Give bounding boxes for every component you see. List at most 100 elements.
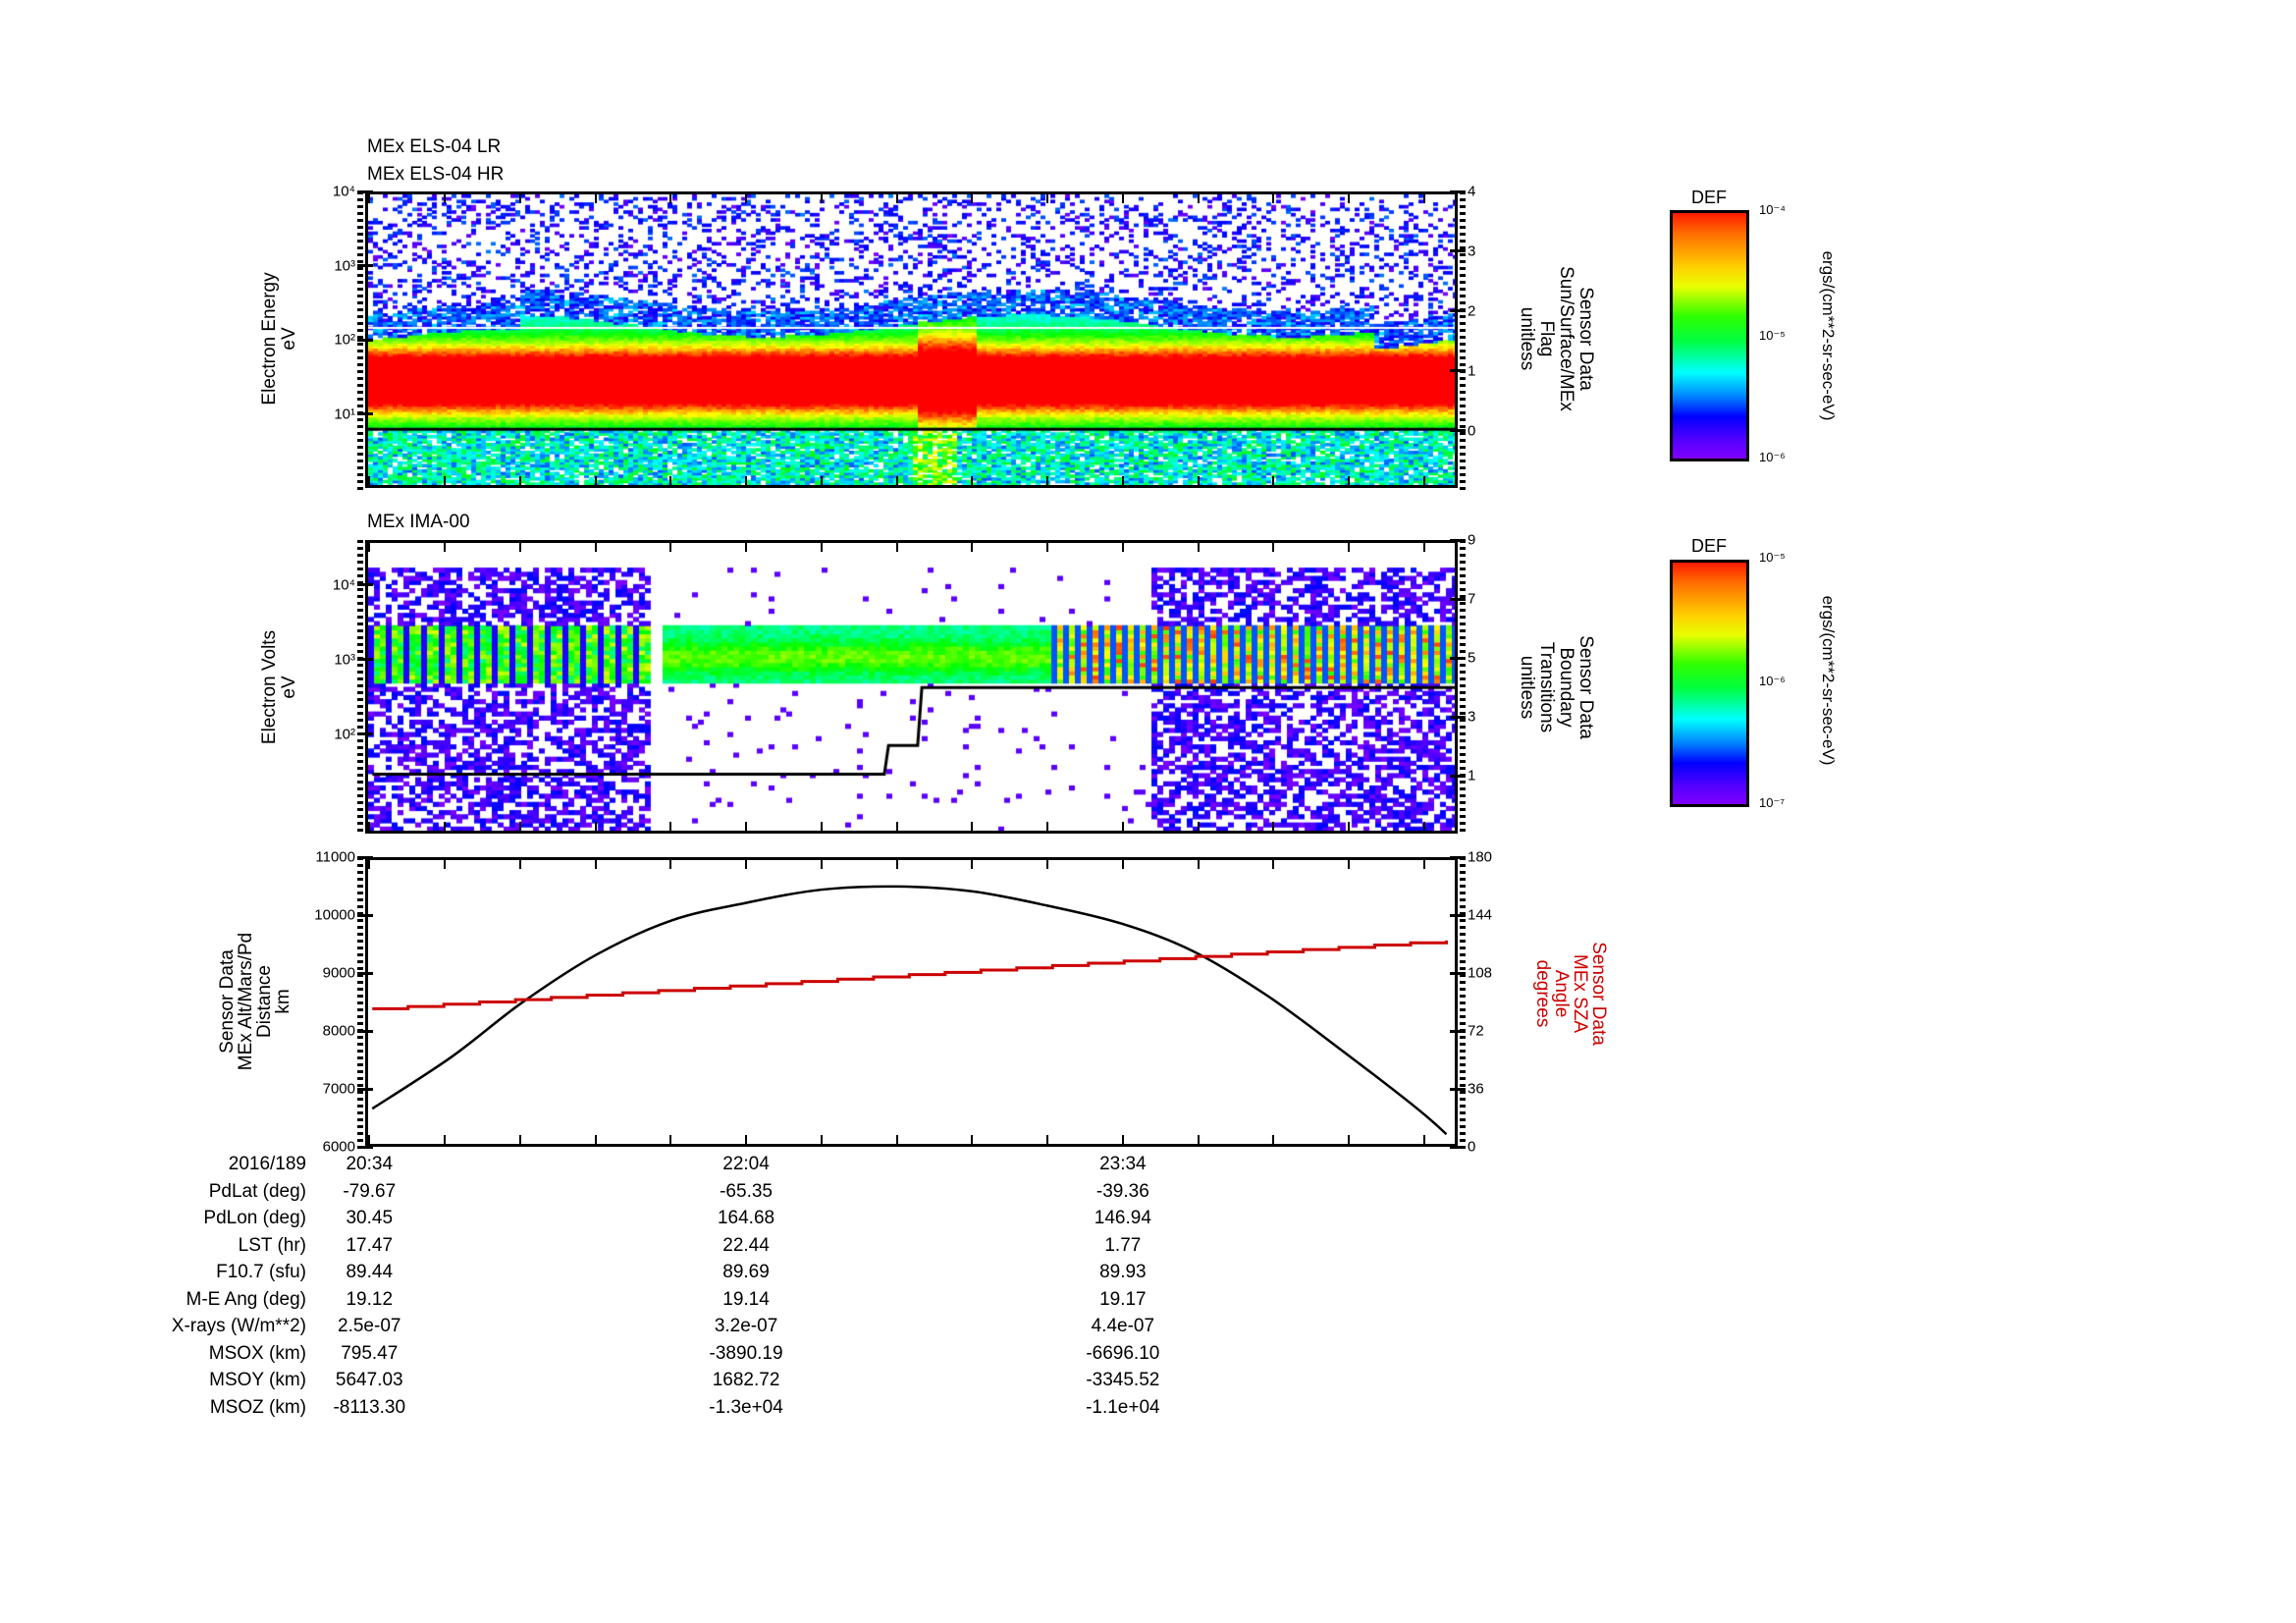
y2-minor-tick — [1460, 808, 1466, 811]
y2-minor-tick — [1460, 960, 1466, 963]
y2-minor-tick — [1460, 1105, 1466, 1108]
time-tick-top — [368, 857, 371, 869]
y-minor-tick — [357, 622, 363, 625]
y-minor-tick — [357, 322, 363, 325]
y2-minor-tick — [1460, 947, 1466, 949]
time-tick-top — [745, 857, 748, 869]
date-label: 2016/189 — [228, 1154, 306, 1174]
time-tick-bottom — [669, 476, 672, 488]
y2-minor-tick — [1460, 953, 1466, 956]
ephemeris-value: 89.93 — [1099, 1262, 1147, 1282]
y2-minor-tick — [1460, 288, 1466, 291]
time-tick-bottom — [895, 476, 898, 488]
ima-spectrogram-panel — [365, 540, 1458, 834]
time-tick-top — [368, 191, 371, 203]
ephemeris-value: 4.4e-07 — [1091, 1316, 1155, 1336]
y2-minor-tick — [1460, 691, 1466, 694]
time-tick-top — [444, 857, 447, 869]
y-minor-tick — [357, 363, 363, 366]
y2-minor-tick — [1460, 322, 1466, 325]
time-tick-top — [745, 540, 748, 552]
time-tick-bottom — [594, 476, 597, 488]
y2label-line: Transitions — [1536, 641, 1557, 733]
y2-minor-tick — [1460, 664, 1466, 667]
y2label-line: Sensor Data — [1588, 942, 1609, 1046]
y-minor-tick — [357, 643, 363, 646]
y2-minor-tick — [1460, 885, 1466, 888]
y-minor-tick — [357, 767, 363, 770]
y-minor-tick — [357, 350, 363, 352]
y2-minor-tick — [1460, 878, 1466, 881]
y-minor-tick — [357, 212, 363, 215]
y2-minor-tick — [1460, 453, 1466, 456]
y2-minor-tick — [1460, 1056, 1466, 1059]
time-tick-bottom — [1348, 822, 1351, 834]
panel2-ylabel: Electron Volts eV — [259, 630, 299, 744]
time-tick-bottom — [444, 476, 447, 488]
y-tick — [357, 264, 373, 267]
colorbar1-max: 10⁻⁴ — [1759, 202, 1786, 217]
y-minor-tick — [357, 1015, 363, 1018]
colorbar1-title: DEF — [1691, 188, 1727, 207]
colorbar2-units: ergs/(cm**2-sr-sec-eV) — [1819, 595, 1838, 766]
y-minor-tick — [357, 664, 363, 667]
ylabel-line: eV — [279, 327, 299, 351]
y-minor-tick — [357, 391, 363, 394]
y2-minor-tick — [1460, 698, 1466, 701]
time-tick-bottom — [820, 1135, 823, 1147]
time-tick-bottom — [1272, 822, 1275, 834]
y2-minor-tick — [1460, 967, 1466, 970]
time-tick-top — [1272, 191, 1275, 203]
y-minor-tick — [357, 739, 363, 742]
y-minor-tick — [357, 726, 363, 729]
time-tick-bottom — [971, 476, 974, 488]
y2label-line: Boundary — [1556, 647, 1576, 728]
y2-tick — [1450, 656, 1466, 660]
y2-minor-tick — [1460, 574, 1466, 577]
y-minor-tick — [357, 588, 363, 591]
y2-minor-tick — [1460, 384, 1466, 387]
y-tick — [357, 412, 373, 415]
time-tick-top — [1197, 857, 1200, 869]
y-minor-tick — [357, 581, 363, 584]
ephemeris-value: 22.44 — [722, 1234, 770, 1256]
y2-minor-tick — [1460, 425, 1466, 428]
panel2-title: MEx IMA-00 — [367, 512, 470, 532]
y-minor-tick — [357, 329, 363, 332]
y-minor-tick — [357, 295, 363, 298]
time-tick-top — [669, 540, 672, 552]
time-tick-top — [1121, 540, 1124, 552]
y2-tick-label: 0 — [1468, 422, 1476, 440]
y2-minor-tick — [1460, 629, 1466, 632]
y2-minor-tick — [1460, 1084, 1466, 1087]
time-tick-bottom — [1272, 476, 1275, 488]
y2-minor-tick — [1460, 315, 1466, 318]
y2-minor-tick — [1460, 480, 1466, 483]
y2-minor-tick — [1460, 581, 1466, 584]
y-tick-label: 10² — [334, 726, 355, 742]
y-minor-tick — [357, 384, 363, 387]
y2-minor-tick — [1460, 466, 1466, 469]
time-tick-top — [518, 857, 521, 869]
y-minor-tick — [357, 439, 363, 442]
y-minor-tick — [357, 794, 363, 797]
y-minor-tick — [357, 1125, 363, 1128]
time-tick-top — [1422, 191, 1425, 203]
y-tick-label: 10¹ — [334, 406, 355, 422]
ephemeris-value: -6696.10 — [1086, 1342, 1160, 1364]
y-minor-tick — [357, 871, 363, 874]
ylabel-line: km — [273, 989, 294, 1014]
y2-tick-label: 1 — [1468, 767, 1476, 784]
y-minor-tick — [357, 487, 363, 490]
time-tick-bottom — [594, 1135, 597, 1147]
time-tick-top — [1422, 857, 1425, 869]
ephemeris-value: 2.5e-07 — [338, 1316, 401, 1336]
y-tick-label: 10⁴ — [332, 576, 355, 594]
y2-minor-tick — [1460, 329, 1466, 332]
ephemeris-row-label: F10.7 (sfu) — [216, 1262, 306, 1282]
time-tick-top — [444, 540, 447, 552]
y-minor-tick — [357, 898, 363, 901]
y2-minor-tick — [1460, 240, 1466, 243]
y2-minor-tick — [1460, 260, 1466, 263]
y2-tick-label: 7 — [1468, 590, 1476, 608]
